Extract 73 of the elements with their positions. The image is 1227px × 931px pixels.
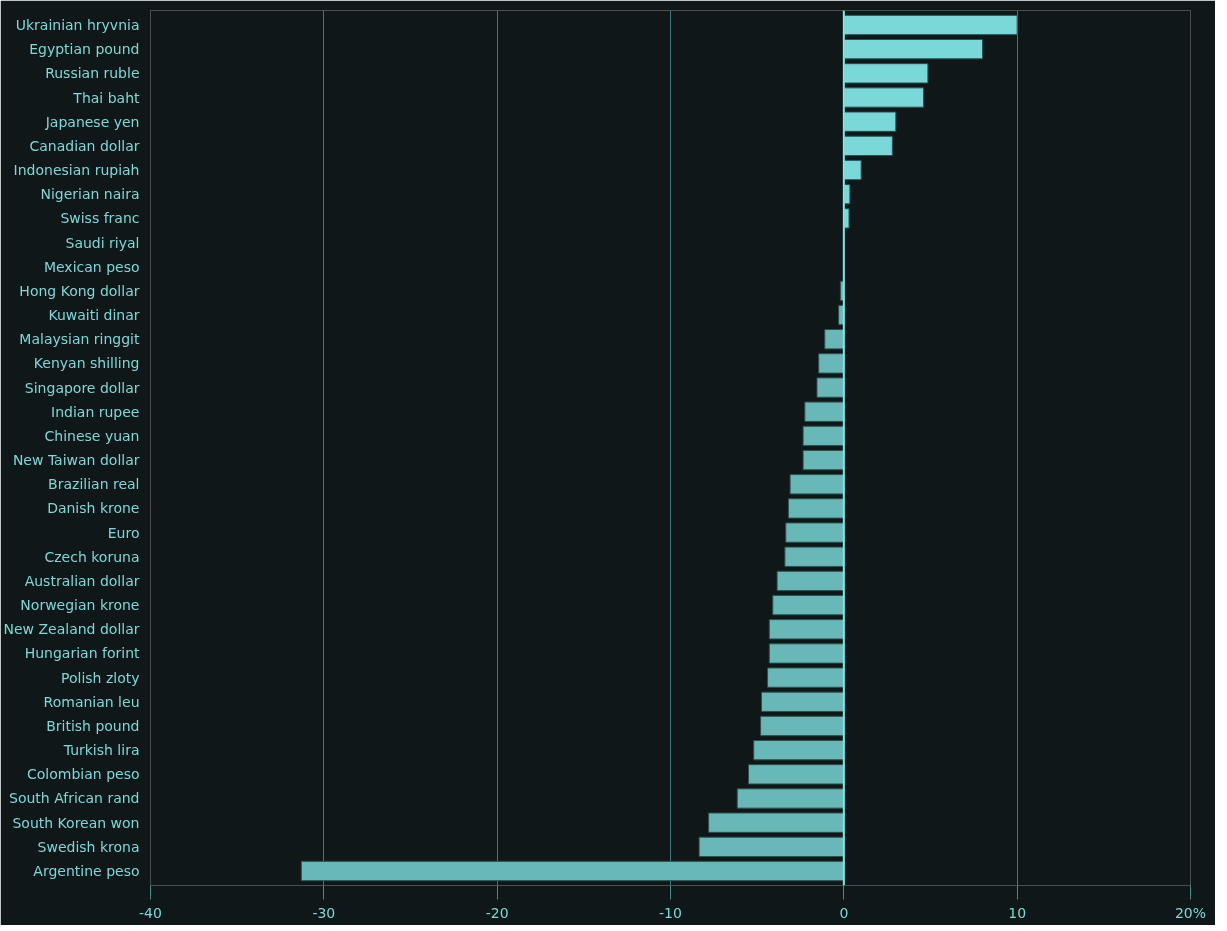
y-tick-label: Mexican peso — [43, 258, 140, 275]
bar — [818, 353, 845, 374]
y-tick-label: British pound — [46, 717, 140, 734]
y-tick-label: Norwegian krone — [20, 597, 140, 614]
y-tick-label: Argentine peso — [33, 863, 140, 879]
x-tick-label: 20% — [1174, 904, 1207, 921]
bar — [768, 643, 845, 664]
bar — [843, 63, 929, 84]
y-tick-label: Colombian peso — [27, 766, 140, 783]
bar — [816, 377, 845, 398]
y-tick-label: Danish krone — [47, 500, 140, 517]
bar — [748, 764, 845, 785]
bar — [768, 619, 845, 640]
x-tick-label: 10 — [1008, 904, 1027, 921]
bar — [843, 135, 893, 157]
x-tick-label: -30 — [312, 904, 336, 921]
bar — [843, 159, 862, 181]
bar — [802, 449, 845, 471]
y-tick-label: Indian rupee — [51, 403, 140, 420]
bar — [772, 594, 845, 616]
bar — [761, 691, 845, 712]
y-tick-label: New Zealand dollar — [3, 621, 140, 638]
y-tick-label: Swiss franc — [60, 210, 140, 227]
bar — [753, 739, 845, 761]
y-tick-label: Saudi riyal — [65, 234, 140, 251]
bar — [824, 329, 845, 350]
y-tick-label: Australian dollar — [24, 572, 140, 589]
bar — [843, 14, 1018, 36]
y-tick-label: Kenyan shilling — [33, 355, 140, 372]
bar — [843, 87, 925, 108]
y-tick-label: Ukrainian hryvnia — [15, 17, 140, 33]
bar — [787, 498, 845, 519]
x-tick-label: -10 — [659, 904, 682, 921]
bar — [300, 860, 845, 882]
y-tick-label: South African rand — [9, 790, 140, 807]
y-tick-label: Thai baht — [72, 89, 141, 106]
y-tick-label: Hong Kong dollar — [19, 282, 140, 299]
y-tick-label: Malaysian ringgit — [19, 331, 141, 348]
y-tick-label: Indonesian rupiah — [13, 162, 140, 179]
x-tick-label: -40 — [139, 904, 162, 921]
y-tick-label: Hungarian forint — [24, 645, 141, 662]
bar — [736, 788, 845, 809]
y-tick-label: South Korean won — [12, 814, 140, 831]
y-tick-label: Canadian dollar — [29, 137, 140, 154]
y-tick-label: Singapore dollar — [24, 379, 140, 396]
bar — [767, 667, 845, 688]
bar — [804, 401, 845, 422]
y-tick-label: Polish zloty — [61, 669, 140, 686]
bar — [708, 812, 845, 833]
x-tick-label: -20 — [485, 904, 509, 921]
y-tick-label: Brazilian real — [48, 476, 140, 493]
x-tick-label: 0 — [839, 904, 849, 921]
bar — [760, 715, 845, 737]
bar — [785, 522, 845, 543]
bar — [843, 39, 983, 60]
bar — [789, 474, 845, 495]
y-tick-label: Chinese yuan — [44, 427, 140, 444]
y-tick-label: Swedish krona — [37, 838, 140, 855]
y-tick-label: Nigerian naira — [40, 186, 140, 203]
y-tick-label: Kuwaiti dinar — [48, 307, 140, 324]
bar — [802, 425, 845, 447]
y-tick-label: Japanese yen — [44, 113, 140, 130]
y-tick-label: Czech koruna — [44, 548, 140, 565]
y-tick-label: Romanian leu — [43, 693, 140, 710]
y-tick-label: New Taiwan dollar — [12, 452, 140, 469]
bar — [843, 111, 897, 132]
y-tick-label: Russian ruble — [45, 65, 140, 82]
y-tick-label: Euro — [107, 524, 140, 541]
bar — [698, 836, 845, 857]
y-tick-label: Turkish lira — [62, 742, 140, 759]
bar — [776, 570, 845, 592]
bar — [784, 546, 845, 567]
y-tick-label: Egyptian pound — [29, 41, 140, 58]
